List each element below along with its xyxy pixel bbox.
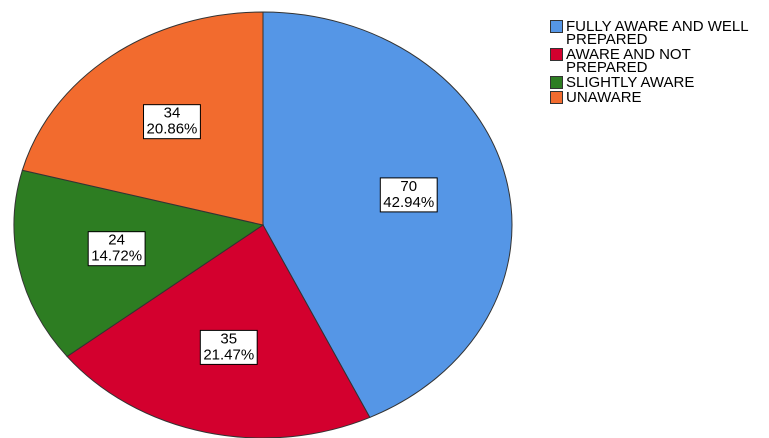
legend-label: FULLY AWARE AND WELL PREPARED — [566, 18, 748, 48]
legend-item: SLIGHTLY AWARE — [550, 74, 765, 91]
legend-swatch — [550, 20, 563, 33]
count-label: 70 — [400, 178, 417, 195]
count-label: 34 — [164, 105, 181, 122]
percent-label: 20.86% — [147, 121, 198, 138]
legend-swatch — [550, 76, 563, 89]
legend-item: AWARE AND NOT PREPARED — [550, 46, 765, 76]
percent-label: 42.94% — [383, 194, 434, 211]
label-box — [379, 177, 438, 213]
percent-label: 21.47% — [203, 346, 254, 363]
legend-swatch — [550, 91, 563, 104]
pie-slice — [262, 11, 513, 419]
label-box — [143, 104, 201, 140]
legend-label: SLIGHTLY AWARE — [566, 74, 695, 91]
legend-item: UNAWARE — [550, 89, 765, 106]
count-label: 24 — [108, 232, 125, 249]
pie-slice — [21, 11, 264, 226]
count-label: 35 — [220, 330, 237, 347]
legend: FULLY AWARE AND WELL PREPARED AWARE AND N… — [550, 18, 765, 106]
label-box — [87, 231, 146, 267]
legend-label: AWARE AND NOT PREPARED — [566, 46, 691, 76]
legend-label: UNAWARE — [566, 89, 642, 106]
percent-label: 14.72% — [91, 248, 142, 265]
legend-item: FULLY AWARE AND WELL PREPARED — [550, 18, 765, 48]
label-box — [199, 329, 258, 365]
legend-swatch — [550, 48, 563, 61]
